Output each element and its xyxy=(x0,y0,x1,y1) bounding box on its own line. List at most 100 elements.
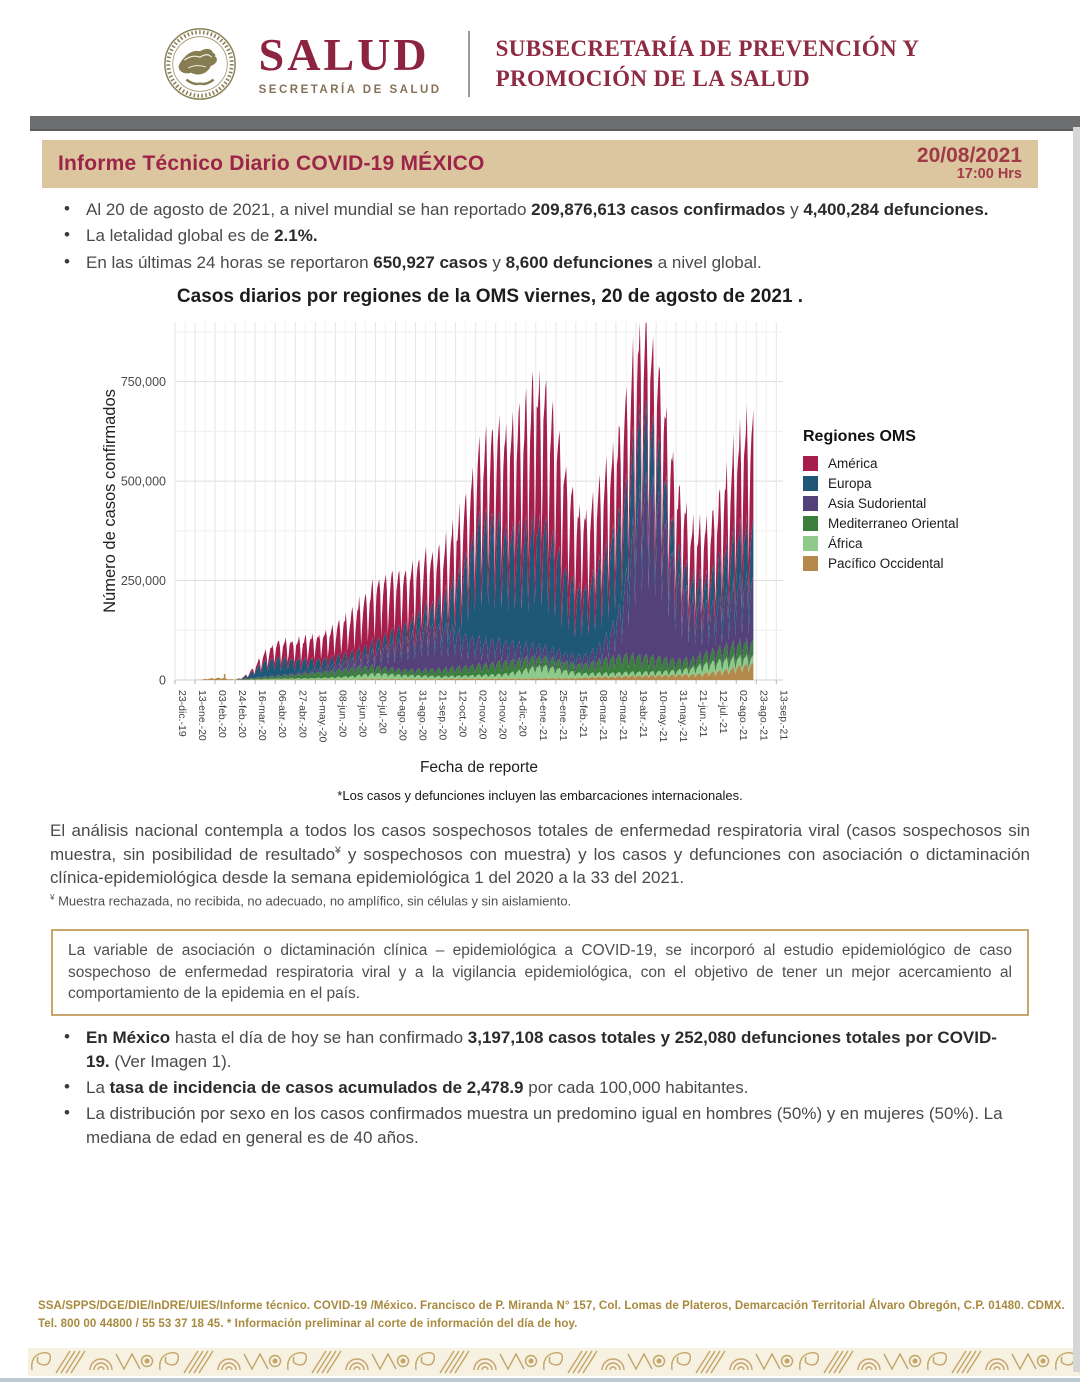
svg-text:16-mar.-20: 16-mar.-20 xyxy=(256,690,268,741)
chart-footnote: *Los casos y defunciones incluyen las em… xyxy=(337,788,743,804)
bullet-global-cases: Al 20 de agosto de 2021, a nivel mundial… xyxy=(58,197,1020,221)
report-title-bar: Informe Técnico Diario COVID-19 MÉXICO 2… xyxy=(42,140,1038,188)
legend-label: Pacífico Occidental xyxy=(828,556,944,572)
bullet-global-lethality: La letalidad global es de 2.1%. xyxy=(58,223,1020,247)
svg-text:750,000: 750,000 xyxy=(121,376,166,390)
header-divider xyxy=(467,31,470,97)
legend-label: América xyxy=(828,456,878,472)
svg-text:Fecha de reporte: Fecha de reporte xyxy=(420,759,538,776)
chart-section: 0 250,000 500,000 750,000 23-dic.-19 13-ene.-… xyxy=(95,310,1080,788)
legend-swatch-icon xyxy=(803,496,818,512)
sample-rejection-footnote: ¥ Muestra rechazada, no recibida, no ade… xyxy=(50,892,572,909)
legend-swatch-icon xyxy=(803,536,818,552)
subsecretaria-line1: SUBSECRETARÍA DE PREVENCIÓN Y xyxy=(495,36,920,62)
svg-text:10-may.-21: 10-may.-21 xyxy=(657,690,669,742)
header: SALUD SECRETARÍA DE SALUD SUBSECRETARÍA … xyxy=(0,0,1080,108)
series-Asia Sudoriental xyxy=(175,471,754,681)
svg-text:19-abr.-21: 19-abr.-21 xyxy=(637,690,649,738)
svg-text:29-jun.-20: 29-jun.-20 xyxy=(356,690,368,737)
svg-text:03-feb.-20: 03-feb.-20 xyxy=(216,690,228,738)
svg-text:31-may.-21: 31-may.-21 xyxy=(677,690,689,742)
legend-swatch-icon xyxy=(803,476,818,492)
svg-text:12-jul.-21: 12-jul.-21 xyxy=(717,690,729,734)
svg-text:13-sep.-21: 13-sep.-21 xyxy=(777,690,789,740)
svg-text:23-nov.-20: 23-nov.-20 xyxy=(497,690,509,740)
svg-text:15-feb.-21: 15-feb.-21 xyxy=(577,690,589,738)
legend-label: Mediterraneo Oriental xyxy=(828,516,959,532)
svg-text:250,000: 250,000 xyxy=(121,574,166,588)
chart-title: Casos diarios por regiones de la OMS vie… xyxy=(176,286,804,308)
svg-text:21-jun.-21: 21-jun.-21 xyxy=(697,690,709,737)
series-Mediterraneo Oriental xyxy=(175,637,754,681)
svg-text:Número de casos confirmados: Número de casos confirmados xyxy=(101,389,119,613)
svg-text:0: 0 xyxy=(159,674,166,688)
salud-logo-text: SALUD xyxy=(258,29,430,80)
svg-text:12-oct.-20: 12-oct.-20 xyxy=(457,690,469,737)
salud-wordmark: SALUD SECRETARÍA DE SALUD xyxy=(258,29,442,97)
svg-text:18-may.-20: 18-may.-20 xyxy=(316,690,328,742)
legend-item: América xyxy=(803,456,1013,472)
svg-text:21-sep.-20: 21-sep.-20 xyxy=(437,690,449,740)
subsecretaria-title: SUBSECRETARÍA DE PREVENCIÓN Y PROMOCIÓN … xyxy=(496,34,920,94)
legend-label: Europa xyxy=(828,476,872,492)
svg-text:08-jun.-20: 08-jun.-20 xyxy=(336,690,348,737)
report-title: Informe Técnico Diario COVID-19 MÉXICO xyxy=(58,152,485,175)
svg-text:02-nov.-20: 02-nov.-20 xyxy=(477,690,489,740)
bullet-incidence-rate: La tasa de incidencia de casos acumulado… xyxy=(58,1075,1020,1099)
who-regions-chart: 0 250,000 500,000 750,000 23-dic.-19 13-ene.-… xyxy=(101,322,789,776)
bullet-mexico-totals: En México hasta el día de hoy se han con… xyxy=(58,1025,1020,1073)
legend-label: África xyxy=(828,536,863,552)
legend-item: Europa xyxy=(803,476,1013,492)
legend-item: África xyxy=(803,536,1013,552)
svg-text:10-ago.-20: 10-ago.-20 xyxy=(396,690,408,741)
analysis-paragraph: El análisis nacional contempla a todos l… xyxy=(50,821,1030,888)
global-bullets-list: Al 20 de agosto de 2021, a nivel mundial… xyxy=(0,197,1080,274)
svg-text:20-jul.-20: 20-jul.-20 xyxy=(376,690,388,734)
series-América xyxy=(175,322,754,681)
svg-text:500,000: 500,000 xyxy=(121,475,166,489)
mexico-eagle-seal-icon xyxy=(163,28,236,100)
footer-info: SSA/SPPS/DGE/DIE/InDRE/UIES/Informe técn… xyxy=(38,1298,1066,1334)
svg-text:02-ago.-21: 02-ago.-21 xyxy=(737,690,749,741)
footer-line2: Tel. 800 00 44800 / 55 53 37 18 45. * In… xyxy=(38,1318,578,1331)
bullet-global-24h: En las últimas 24 horas se reportaron 65… xyxy=(58,250,1020,274)
report-date: 20/08/2021 xyxy=(916,144,1022,168)
svg-text:23-dic.-19: 23-dic.-19 xyxy=(176,690,188,737)
legend-label: Asia Sudoriental xyxy=(828,496,927,512)
chart-legend-items: América Europa Asia Sudoriental Mediterrane… xyxy=(803,456,1013,572)
legend-item: Mediterraneo Oriental xyxy=(803,516,1013,532)
svg-text:14-dic.-20: 14-dic.-20 xyxy=(517,690,529,737)
top-gray-bar xyxy=(30,116,1080,131)
svg-text:06-abr.-20: 06-abr.-20 xyxy=(276,690,288,738)
legend-swatch-icon xyxy=(803,556,818,572)
report-datetime: 20/08/2021 17:00 Hrs xyxy=(917,145,1022,182)
mexico-bullets-list: En México hasta el día de hoy se han con… xyxy=(0,1025,1080,1149)
page-right-edge xyxy=(1073,127,1080,1372)
footer-line1: SSA/SPPS/DGE/DIE/InDRE/UIES/Informe técn… xyxy=(38,1300,1065,1313)
svg-text:31-ago.-20: 31-ago.-20 xyxy=(417,690,429,741)
legend-swatch-icon xyxy=(803,516,818,532)
svg-text:29-mar.-21: 29-mar.-21 xyxy=(617,690,629,741)
svg-text:24-feb.-20: 24-feb.-20 xyxy=(236,690,248,738)
legend-swatch-icon xyxy=(803,456,818,472)
svg-text:23-ago.-21: 23-ago.-21 xyxy=(757,690,769,741)
legend-title: Regiones OMS xyxy=(803,428,916,446)
subsecretaria-line2: PROMOCIÓN DE LA SALUD xyxy=(495,66,811,91)
report-time: 17:00 Hrs xyxy=(956,166,1022,183)
svg-text:08-mar.-21: 08-mar.-21 xyxy=(597,690,609,741)
svg-text:04-ene.-21: 04-ene.-21 xyxy=(537,690,549,741)
chart-legend: Regiones OMS América Europa Asia Sudorient… xyxy=(803,428,1013,788)
legend-item: Pacífico Occidental xyxy=(803,556,1013,572)
svg-text:25-ene.-21: 25-ene.-21 xyxy=(557,690,569,741)
svg-text:27-abr.-20: 27-abr.-20 xyxy=(296,690,308,738)
page-bottom-edge xyxy=(0,1378,1080,1382)
decorative-border-icon xyxy=(28,1348,1080,1376)
series-Europa xyxy=(175,400,754,681)
svg-text:13-ene.-20: 13-ene.-20 xyxy=(196,690,208,741)
secretaria-de-salud-label: SECRETARÍA DE SALUD xyxy=(258,84,442,96)
clinical-note-box: La variable de asociación o dictaminació… xyxy=(51,929,1029,1017)
bullet-sex-distribution: La distribución por sexo en los casos co… xyxy=(58,1101,1020,1149)
series-Pacífico Occidental xyxy=(175,662,754,681)
legend-item: Asia Sudoriental xyxy=(803,496,1013,512)
